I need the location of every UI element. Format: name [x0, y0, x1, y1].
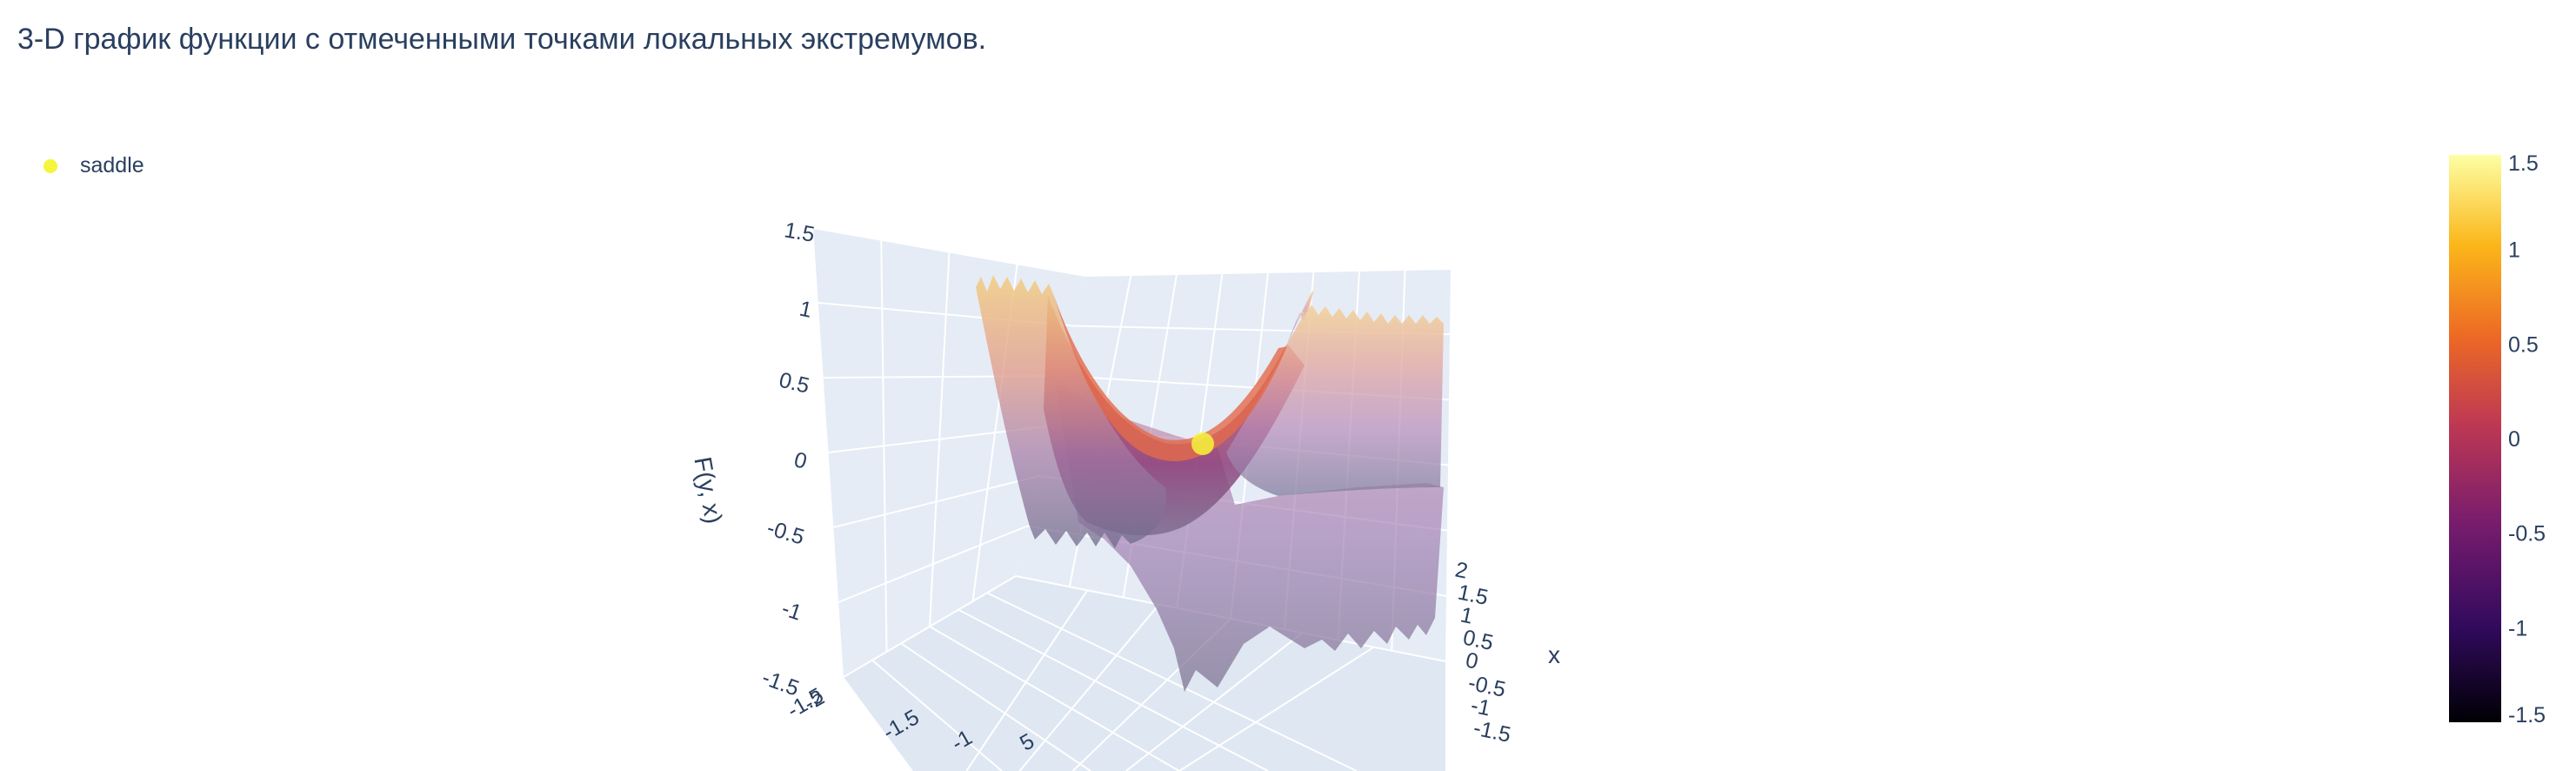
- grid-line: [958, 608, 1269, 771]
- chart-title: 3-D график функции с отмеченными точками…: [17, 23, 987, 56]
- colorbar-ticks: 1.5 1 0.5 0 -0.5 -1 -1.5: [2508, 151, 2546, 727]
- colorbar: [2449, 155, 2501, 722]
- colorbar-tick-label: 1: [2508, 238, 2520, 263]
- function-surface[interactable]: [976, 275, 1444, 692]
- grid-line: [929, 251, 951, 627]
- legend-marker-icon: [43, 158, 57, 173]
- x-tick-label: 1: [1458, 602, 1475, 628]
- grid-line: [929, 626, 1180, 771]
- z-tick-label: -1: [778, 596, 804, 626]
- surface-left-wall: [976, 275, 1166, 548]
- z-axis-title: F(y, x): [689, 455, 727, 526]
- colorbar-tick-label: 1.5: [2508, 151, 2539, 176]
- grid-line: [871, 659, 1003, 771]
- x-axis-title: x: [1548, 641, 1560, 668]
- z-tick-label: 1: [797, 297, 814, 323]
- surface-right-wall-main: [1226, 305, 1444, 496]
- floor-pane: [844, 576, 1445, 771]
- legend-label: saddle: [80, 153, 144, 178]
- colorbar-tick-label: -0.5: [2508, 522, 2546, 546]
- surface-throat: [1054, 296, 1287, 462]
- grid-line: [1018, 604, 1160, 771]
- saddle-marker[interactable]: [1191, 432, 1214, 455]
- grid-line: [986, 592, 1358, 771]
- colorbar-tick-label: 0: [2508, 427, 2520, 452]
- z-tick-label: -0.5: [764, 516, 807, 550]
- x-tick-label: 2: [1453, 557, 1470, 583]
- z-tick-label: 1.5: [783, 218, 817, 247]
- x-axis-ticks: 21.510.50-0.5-1-1.5: [1453, 557, 1513, 747]
- z-tick-label: 0: [791, 447, 810, 474]
- x-tick-label: 0: [1464, 647, 1480, 674]
- grid-line: [1178, 646, 1375, 771]
- grid-line: [965, 589, 1089, 771]
- grid-line: [900, 642, 1091, 771]
- colorbar-tick-label: -1: [2508, 616, 2527, 640]
- z-tick-label: 0.5: [777, 368, 811, 399]
- surface-right-wall: [1287, 290, 1314, 344]
- colorbar-tick-label: -1.5: [2508, 703, 2546, 727]
- x-tick-label: -1.5: [1472, 715, 1513, 747]
- legend-item-saddle[interactable]: saddle: [43, 153, 144, 178]
- colorbar-tick-label: 0.5: [2508, 332, 2539, 357]
- z-axis-ticks: -1.5-1-0.500.511.5: [758, 218, 816, 701]
- grid-line: [880, 239, 888, 653]
